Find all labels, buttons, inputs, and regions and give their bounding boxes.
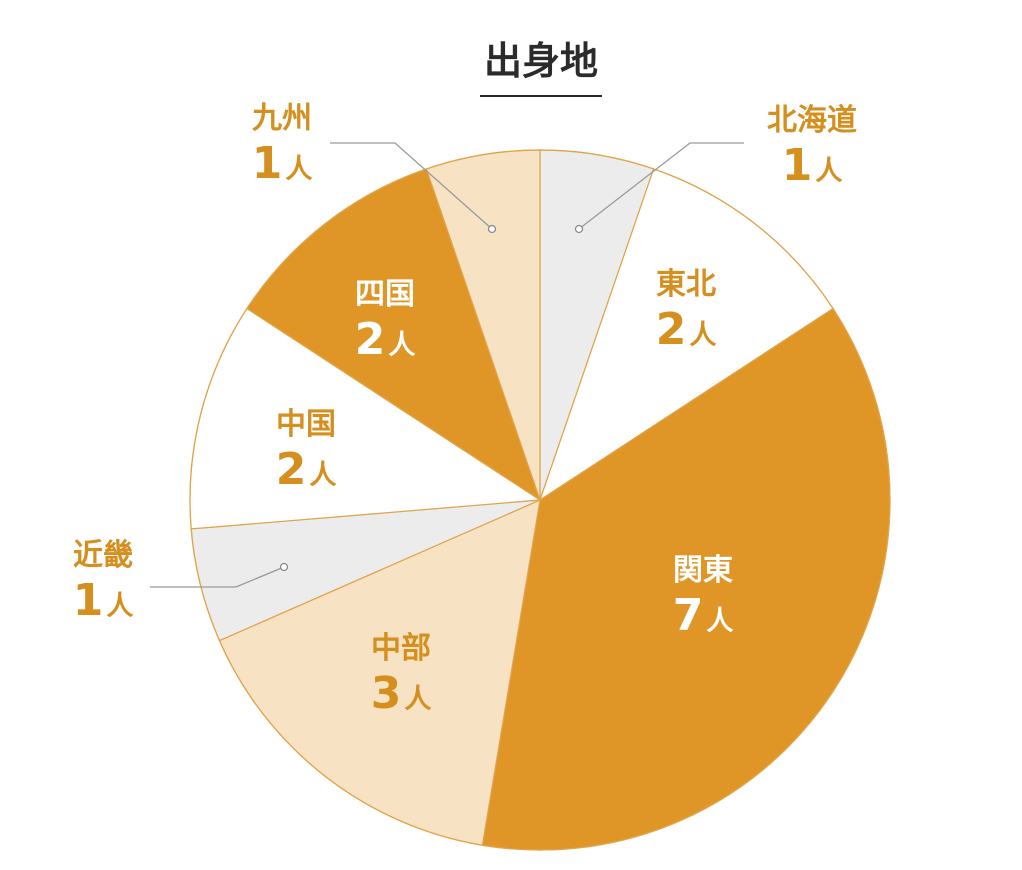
pie-outline <box>189 149 891 851</box>
slice-5-name: 近畿 <box>73 538 133 573</box>
slice-3-label: 関東7 人 <box>673 553 734 641</box>
slice-4-name: 中部 <box>371 631 431 666</box>
slice-7-name: 四国 <box>355 277 415 312</box>
slice-8-label: 九州1 人 <box>252 101 313 189</box>
pie-slices <box>189 149 891 851</box>
slice-5-leader-line <box>150 566 285 588</box>
slice-8-name: 九州 <box>252 101 312 136</box>
slice-8-leader-line <box>330 142 493 230</box>
slice-6-name: 中国 <box>276 407 336 442</box>
slice-7-label: 四国2 人 <box>355 277 416 365</box>
slice-8-leader-dot <box>487 224 497 234</box>
slice-6-label: 中国2 人 <box>276 407 337 495</box>
slice-5-leader-dot <box>279 562 289 572</box>
slice-4-label: 中部3 人 <box>371 631 432 719</box>
slice-1-leader-dot <box>574 224 584 234</box>
slice-2-name: 東北 <box>656 267 716 302</box>
slice-5-label: 近畿1 人 <box>73 538 134 626</box>
slice-2-label: 東北2 人 <box>656 267 717 355</box>
slice-3-name: 関東 <box>673 553 733 588</box>
slice-1-name: 北海道 <box>767 103 857 138</box>
leader-lines <box>150 142 744 588</box>
chart-title: 出身地 <box>484 39 598 83</box>
slice-1-leader-line <box>578 142 744 230</box>
